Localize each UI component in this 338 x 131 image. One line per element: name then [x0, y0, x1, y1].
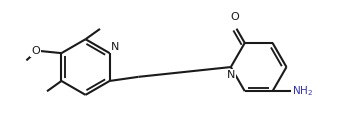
- Text: NH$_2$: NH$_2$: [292, 84, 313, 98]
- Text: N: N: [227, 70, 235, 80]
- Text: O: O: [31, 46, 40, 56]
- Text: N: N: [111, 42, 119, 52]
- Text: O: O: [231, 12, 239, 22]
